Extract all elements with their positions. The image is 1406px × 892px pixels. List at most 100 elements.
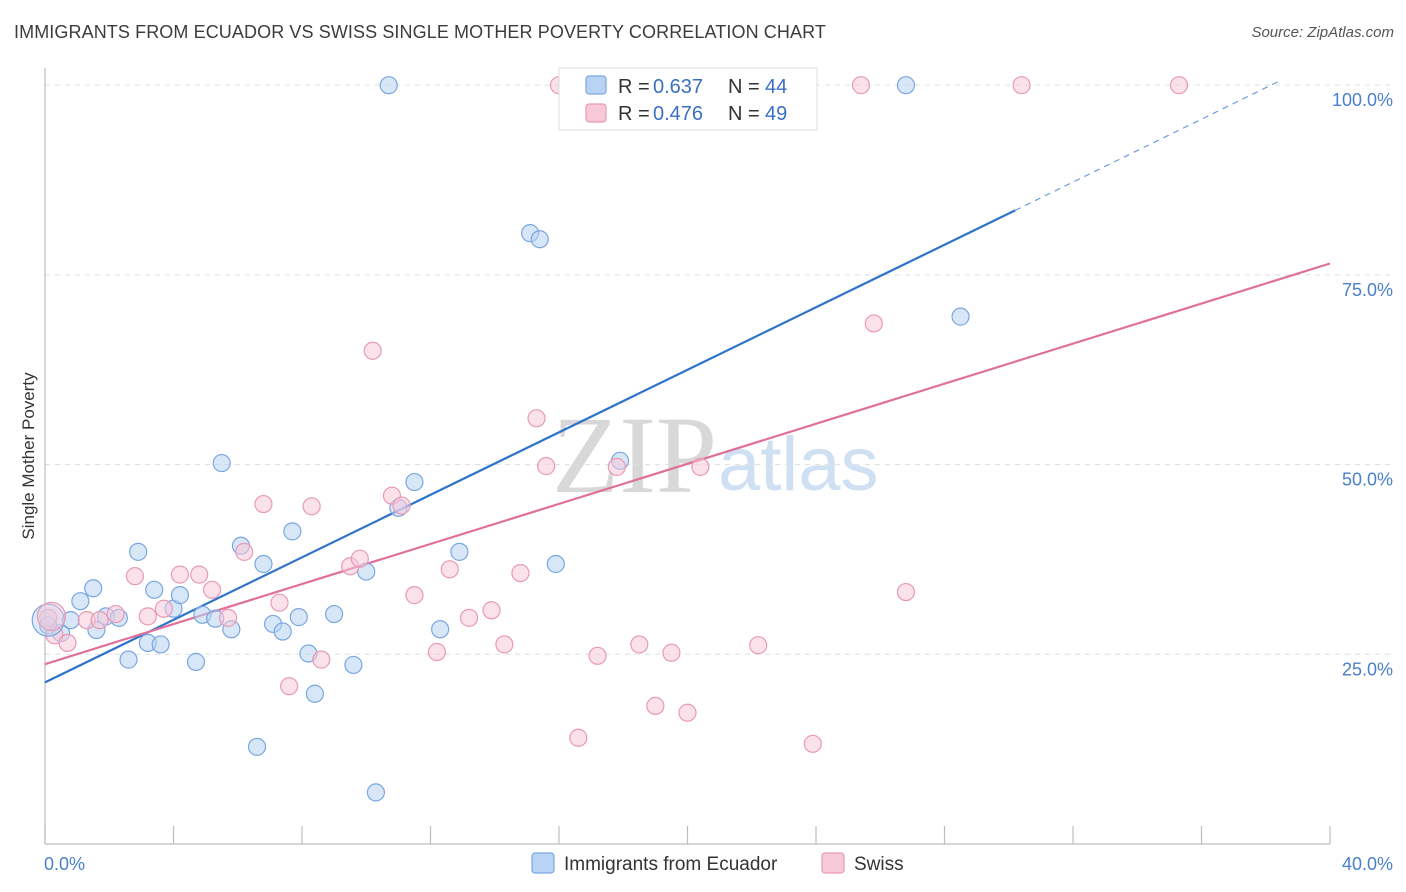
bottom-legend-label-swiss: Swiss [854,854,904,875]
x-tick-labels: 0.0% 40.0% [44,854,1393,874]
point-ecuador-26 [289,608,308,627]
source-note: Source: ZipAtlas.com [1251,24,1394,41]
legend-swatch-ecuador [585,75,607,95]
point-swiss-8 [154,599,173,618]
point-swiss-20 [350,549,369,568]
point-swiss-30 [511,563,530,583]
point-ecuador-15 [186,652,206,671]
bottom-legend-label-ecuador: Immigrants from Ecuador [564,854,778,875]
point-swiss-12 [219,608,238,627]
bottom-legend-swatch-swiss [821,852,845,874]
point-swiss-45 [851,76,871,95]
point-swiss-16 [280,677,299,696]
point-swiss-49 [1169,76,1189,95]
point-ecuador-4 [84,579,103,598]
legend-n-value-ecuador: 44 [765,76,787,98]
point-swiss-7 [138,607,157,626]
point-ecuador-21 [247,737,267,756]
point-swiss-43 [749,636,768,655]
bottom-legend: Immigrants from Ecuador Swiss [531,852,904,875]
point-swiss-25 [427,642,447,662]
point-swiss-4 [90,611,109,630]
point-swiss-39 [662,643,681,662]
point-swiss-44 [803,734,822,753]
legend: R = 0.637 N = 44 R = 0.476 N = 49 [558,67,818,131]
y-axis-label: Single Mother Poverty [19,372,38,540]
legend-r-value-ecuador: 0.637 [653,76,703,98]
point-swiss-27 [459,608,479,627]
point-swiss-48 [1012,76,1031,95]
point-swiss-46 [864,314,883,333]
point-ecuador-3 [71,592,90,611]
point-swiss-14 [254,494,273,514]
axes [44,68,1331,845]
y-tick-label-3: 100.0% [1332,90,1393,110]
point-swiss-10 [190,565,209,584]
point-ecuador-43 [951,307,970,326]
point-swiss-6 [125,567,145,586]
point-swiss-18 [312,650,331,669]
point-swiss-15 [270,593,289,612]
data-points [31,76,1189,802]
point-swiss-35 [588,646,607,665]
point-swiss-2 [58,633,77,653]
point-ecuador-25 [283,522,302,541]
point-ecuador-18 [212,453,231,473]
point-ecuador-9 [129,542,148,561]
y-tick-label-2: 75.0% [1342,280,1393,300]
point-ecuador-12 [151,635,170,654]
point-swiss-11 [202,580,222,599]
watermark-zip: ZIP [552,394,717,516]
point-swiss-17 [302,497,321,516]
point-ecuador-35 [405,472,424,492]
trend-line-ecuador [44,209,1016,684]
point-swiss-0 [39,608,58,627]
point-ecuador-36 [431,620,450,639]
point-swiss-26 [440,560,459,579]
legend-n-value-swiss: 49 [765,103,787,125]
legend-r-label-ecuador: R = [618,76,650,98]
y-tick-label-1: 50.0% [1342,470,1393,490]
point-ecuador-14 [170,586,190,605]
point-swiss-37 [630,635,649,654]
point-ecuador-30 [344,655,363,675]
point-swiss-13 [235,542,254,561]
point-swiss-9 [170,565,190,584]
legend-swatch-swiss [585,103,607,123]
point-ecuador-24 [273,622,292,641]
point-swiss-21 [363,341,382,360]
watermark: ZIP atlas [552,394,879,516]
point-swiss-47 [896,582,916,602]
legend-r-label-swiss: R = [618,103,650,125]
point-ecuador-33 [379,76,398,95]
chart-title: IMMIGRANTS FROM ECUADOR VS SWISS SINGLE … [14,22,826,42]
x-tick-label-1: 40.0% [1342,854,1393,874]
point-ecuador-11 [145,580,164,599]
point-swiss-40 [678,703,697,722]
legend-r-value-swiss: 0.476 [653,103,703,125]
x-tick-label-0: 0.0% [44,854,85,874]
point-ecuador-8 [119,650,138,669]
point-ecuador-40 [546,554,565,574]
point-ecuador-39 [530,230,549,249]
point-swiss-32 [537,457,556,476]
point-ecuador-22 [254,554,273,574]
point-swiss-38 [646,696,665,715]
point-swiss-5 [106,604,125,624]
point-ecuador-32 [366,783,385,802]
point-ecuador-cluster [31,603,65,637]
y-tick-labels: 25.0% 50.0% 75.0% 100.0% [1332,90,1393,679]
point-ecuador-28 [305,684,324,703]
legend-n-label-ecuador: N = [728,76,760,98]
point-swiss-cluster [36,601,67,631]
point-ecuador-29 [325,604,344,624]
point-swiss-31 [527,409,546,428]
legend-n-label-swiss: N = [728,103,760,125]
trend-lines [44,79,1331,684]
point-ecuador-42 [896,76,916,95]
bottom-legend-swatch-ecuador [531,852,555,874]
grid-lines [45,84,1392,655]
point-swiss-24 [405,586,424,605]
point-swiss-36 [607,457,626,476]
